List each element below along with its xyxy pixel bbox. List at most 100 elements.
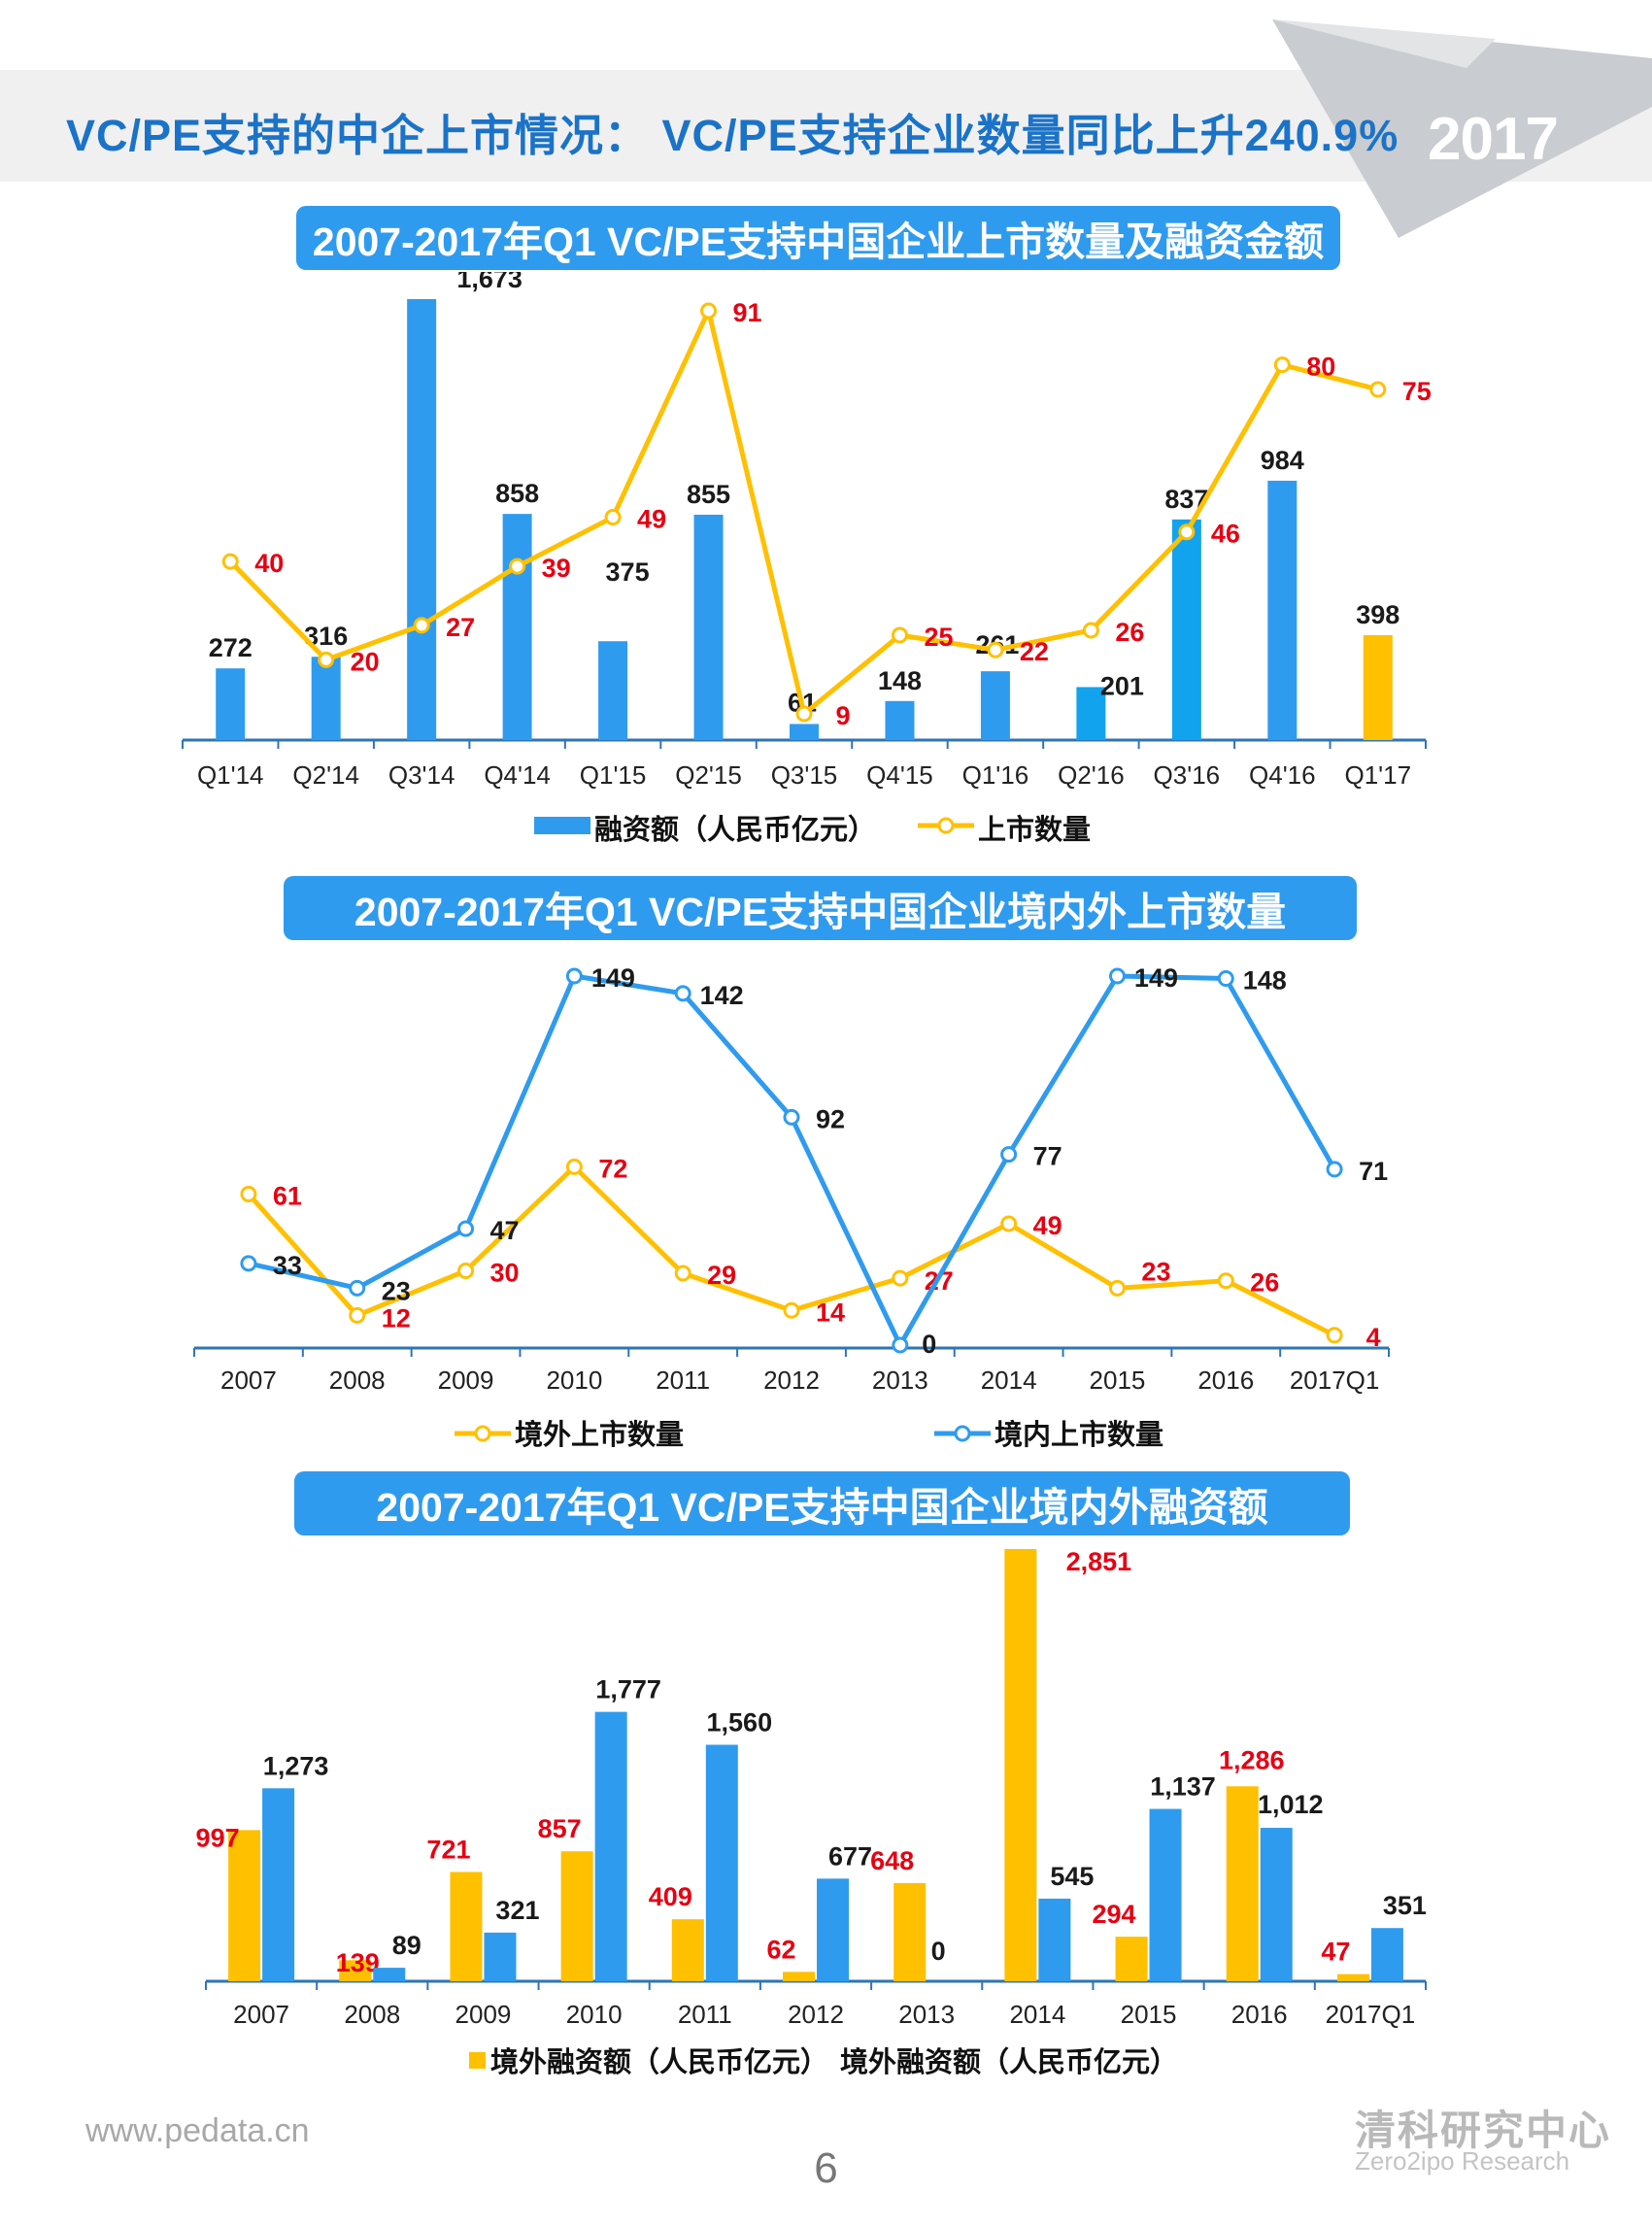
- legend-marker-domestic: [954, 1425, 971, 1442]
- x-tick-label: 2015: [1090, 1366, 1146, 1395]
- bar-financing-label: 858: [495, 479, 539, 508]
- bar-domestic: [1149, 1808, 1182, 1981]
- point-domestic: [349, 1279, 366, 1297]
- footer-url[interactable]: www.pedata.cn: [85, 2112, 310, 2149]
- label-domestic: 33: [273, 1251, 302, 1280]
- header-decoration: [1272, 19, 1652, 238]
- x-tick-label: 2017Q1: [1290, 1366, 1380, 1395]
- bar-domestic: [817, 1878, 849, 1981]
- label-domestic: 149: [1134, 963, 1178, 993]
- label-domestic: 142: [700, 981, 744, 1010]
- bar-financing: [1171, 519, 1201, 740]
- label-domestic: 677: [828, 1841, 872, 1871]
- line-listing-label: 40: [254, 549, 284, 578]
- x-tick-label: 2016: [1197, 1366, 1254, 1395]
- line-listing-point: [318, 651, 335, 668]
- bar-financing: [598, 641, 628, 740]
- point-overseas: [1000, 1215, 1018, 1232]
- bar-overseas: [1336, 1973, 1369, 1981]
- line-listing-point: [509, 557, 526, 575]
- point-overseas: [892, 1269, 909, 1287]
- point-overseas: [1108, 1279, 1126, 1297]
- label-domestic: 1,012: [1258, 1790, 1324, 1819]
- line-listing-point: [891, 626, 908, 644]
- x-tick-label: Q4'14: [484, 760, 551, 790]
- line-listing-label: 9: [835, 701, 850, 730]
- bar-domestic: [594, 1711, 627, 1981]
- bar-financing-label: 375: [606, 557, 650, 587]
- line-listing-label: 91: [733, 298, 762, 327]
- label-overseas: 26: [1250, 1268, 1279, 1298]
- point-domestic: [457, 1220, 475, 1237]
- x-tick-label: 2009: [455, 2000, 512, 2029]
- line-listing-point: [1082, 622, 1099, 639]
- label-domestic: 1,560: [707, 1708, 773, 1737]
- bar-domestic: [373, 1968, 406, 1981]
- bar-financing: [1363, 634, 1393, 740]
- bar-overseas: [1115, 1937, 1148, 1981]
- x-tick-label: Q2'16: [1058, 760, 1125, 790]
- bar-overseas: [893, 1882, 927, 1981]
- x-tick-label: 2014: [981, 1366, 1037, 1395]
- bar-financing-label: 398: [1356, 600, 1399, 629]
- x-tick-label: Q4'16: [1249, 760, 1316, 790]
- x-tick-label: 2012: [788, 2000, 844, 2029]
- bar-financing-label: 984: [1261, 446, 1304, 475]
- point-domestic: [892, 1336, 909, 1354]
- chart2-title: 2007-2017年Q1 VC/PE支持中国企业境内外上市数量: [284, 876, 1357, 940]
- label-overseas: 721: [426, 1835, 470, 1864]
- label-domestic: 71: [1359, 1157, 1388, 1186]
- label-domestic: 89: [392, 1931, 421, 1960]
- line-listing-label: 27: [446, 613, 475, 642]
- point-domestic: [240, 1255, 257, 1272]
- point-overseas: [457, 1262, 475, 1279]
- line-listing-label: 80: [1306, 353, 1335, 382]
- label-overseas: 2,851: [1066, 1547, 1132, 1576]
- x-tick-label: 2011: [678, 2000, 732, 2029]
- bar-financing-label: 148: [878, 666, 922, 695]
- x-tick-label: 2011: [656, 1366, 710, 1395]
- x-tick-label: Q4'15: [866, 760, 933, 790]
- chart-financing-amounts: 2007 997 1,273 2008 139 89 2009 721 321 2010 857 1,…: [196, 1547, 1427, 2078]
- line-listing-label: 26: [1115, 618, 1144, 647]
- bar-domestic: [262, 1788, 295, 1981]
- bar-overseas: [1226, 1786, 1259, 1981]
- x-tick-label: 2007: [233, 2000, 289, 2029]
- x-tick-label: 2010: [566, 2000, 623, 2029]
- bar-financing-label: 272: [209, 633, 253, 662]
- point-domestic: [1000, 1146, 1018, 1164]
- label-overseas: 12: [382, 1303, 411, 1332]
- line-listing-label: 46: [1211, 520, 1240, 549]
- page-number: 6: [814, 2144, 838, 2192]
- x-tick-label: 2008: [329, 1366, 386, 1395]
- point-domestic: [565, 967, 583, 985]
- label-overseas: 23: [1141, 1257, 1170, 1286]
- point-overseas: [1326, 1327, 1343, 1344]
- legend-label-overseas: 境外上市数量: [515, 1418, 684, 1451]
- chart-listing-counts: 2007 2008 2009 2010 2011 2012 2013 2014 2015 2016…: [193, 963, 1390, 1451]
- label-overseas: 1,286: [1219, 1745, 1285, 1774]
- x-tick-label: 2009: [438, 1366, 494, 1395]
- label-overseas: 409: [649, 1882, 692, 1911]
- x-tick-label: 2010: [546, 1366, 602, 1395]
- label-domestic: 149: [591, 963, 635, 993]
- x-tick-label: Q1'14: [197, 760, 264, 790]
- legend-swatch-financing: [534, 817, 590, 834]
- line-listing-label: 75: [1402, 377, 1432, 406]
- point-overseas: [565, 1158, 583, 1175]
- line-listing-point: [1369, 381, 1387, 398]
- x-tick-label: 2015: [1121, 2000, 1177, 2029]
- line-listing-point: [604, 509, 622, 526]
- legend-marker-count: [937, 817, 955, 834]
- x-tick-label: 2008: [344, 2000, 400, 2029]
- legend-label-financing: 融资额（人民币亿元）: [594, 814, 876, 846]
- bar-financing-label: 855: [687, 480, 730, 509]
- x-tick-label: 2016: [1231, 2000, 1288, 2029]
- bar-financing: [885, 700, 915, 740]
- x-tick-label: Q3'16: [1154, 760, 1221, 790]
- line-listing-point: [221, 553, 239, 570]
- line-listing-point: [987, 641, 1004, 658]
- x-tick-label: Q1'16: [962, 760, 1029, 790]
- label-domestic: 148: [1243, 966, 1287, 995]
- x-tick-label: Q3'15: [771, 760, 838, 790]
